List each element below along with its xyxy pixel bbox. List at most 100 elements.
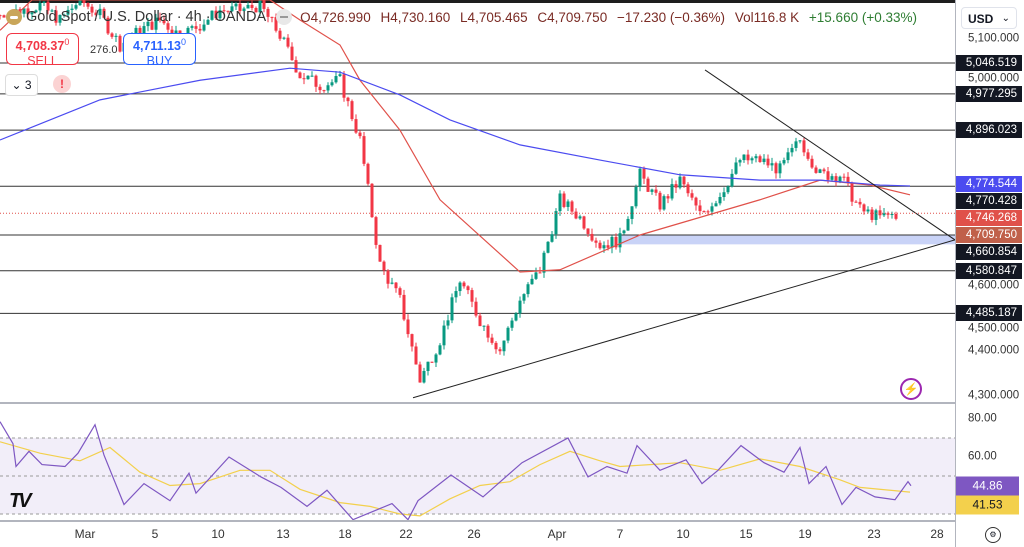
price-tick: 4,600.000 — [968, 279, 1020, 292]
candle-body — [842, 176, 846, 178]
candle-body — [886, 213, 890, 215]
buy-label: BUY — [146, 54, 173, 69]
candle-body — [38, 3, 42, 11]
candle-body — [610, 236, 614, 248]
sell-button[interactable]: 4,708.370 SELL — [6, 33, 79, 68]
candle-body — [326, 85, 330, 91]
candle-body — [206, 19, 210, 25]
high-value: H4,730.160 — [380, 9, 451, 25]
candle-body — [806, 152, 810, 159]
candle-body — [810, 158, 814, 168]
candle-body — [442, 325, 446, 346]
buy-button[interactable]: 4,711.130 BUY — [123, 33, 196, 68]
candle-body — [282, 37, 286, 39]
descending-trendline — [704, 69, 955, 241]
candle-body — [818, 169, 822, 173]
candle-body — [618, 233, 622, 248]
support-zone — [620, 235, 955, 245]
candle-body — [418, 364, 422, 383]
candle-body — [662, 196, 666, 210]
candle-body — [106, 17, 110, 34]
candle-body — [882, 213, 886, 216]
candle-body — [110, 33, 114, 37]
alert-icon[interactable]: ! — [53, 75, 71, 93]
candle-body — [310, 75, 314, 77]
candle-body — [270, 16, 274, 18]
price-tag: 4,746.268 — [956, 210, 1022, 227]
candle-body — [478, 315, 482, 327]
candle-body — [646, 178, 650, 192]
candle-body — [678, 176, 682, 188]
candle-body — [702, 211, 706, 213]
price-tag: 4,770.428 — [956, 193, 1022, 210]
currency-select[interactable]: USD ⌄ — [961, 7, 1017, 29]
candle-body — [770, 163, 774, 166]
candle-body — [722, 192, 726, 197]
price-chart[interactable] — [0, 0, 955, 547]
volume-label: Vol116.8 K — [734, 9, 800, 25]
sell-price: 4,708.37 — [15, 39, 65, 54]
candle-body — [622, 230, 626, 234]
candle-body — [314, 75, 318, 87]
candle-body — [114, 35, 118, 37]
candle-body — [190, 26, 194, 28]
candle-body — [246, 4, 250, 9]
candle-body — [90, 6, 94, 13]
currency-label: USD — [968, 12, 994, 26]
price-tag: 5,046.519 — [956, 55, 1022, 72]
candle-body — [138, 27, 142, 35]
candle-body — [78, 0, 82, 6]
candle-body — [862, 204, 866, 212]
candle-body — [502, 340, 506, 352]
candle-body — [742, 154, 746, 161]
ohlc-values: O4,726.990 H4,730.160 L4,705.465 C4,709.… — [300, 10, 923, 25]
candle-body — [526, 284, 530, 295]
gold-coin-icon — [6, 9, 22, 25]
time-tick: Mar — [74, 527, 96, 541]
candle-body — [342, 74, 346, 98]
candle-body — [654, 189, 658, 193]
candle-body — [166, 23, 170, 30]
candle-body — [834, 176, 838, 182]
candle-body — [650, 189, 654, 192]
candle-body — [98, 8, 102, 16]
candle-body — [146, 21, 150, 27]
candle-body — [858, 201, 862, 205]
candle-body — [494, 342, 498, 350]
candle-body — [378, 244, 382, 262]
candle-body — [102, 8, 106, 18]
candle-body — [346, 97, 350, 102]
lightning-icon[interactable]: ⚡ — [900, 378, 922, 400]
candle-body — [358, 132, 362, 137]
candle-body — [250, 4, 254, 9]
rsi-ma-line — [0, 441, 911, 517]
candle-body — [294, 60, 298, 73]
candle-body — [794, 141, 798, 148]
settings-icon[interactable]: ⚙ — [985, 527, 1001, 543]
candle-body — [142, 26, 146, 35]
candle-body — [58, 14, 62, 23]
candle-body — [550, 234, 554, 242]
symbol-title[interactable]: Gold Spot / U.S. Dollar · 4h · OANDA — [26, 9, 267, 25]
close-value: C4,709.750 — [537, 9, 608, 25]
candle-body — [522, 294, 526, 301]
minus-icon[interactable] — [276, 9, 293, 25]
top-border — [0, 0, 1024, 3]
candle-body — [218, 10, 222, 19]
candle-body — [782, 160, 786, 164]
candle-body — [34, 10, 38, 13]
indicators-toggle[interactable]: ⌄ 3 — [5, 74, 38, 96]
candle-body — [590, 233, 594, 241]
candle-body — [470, 290, 474, 302]
rsi-tick: 80.00 — [968, 412, 997, 425]
candle-body — [754, 156, 758, 159]
volume-change: +15.660 (+0.33%) — [808, 9, 917, 25]
candle-body — [638, 168, 642, 187]
candle-body — [438, 345, 442, 355]
candle-body — [462, 282, 466, 287]
candle-body — [150, 21, 154, 30]
candle-body — [826, 171, 830, 180]
candle-body — [158, 17, 162, 21]
candle-body — [86, 3, 90, 7]
moving-average-fast — [0, 0, 911, 273]
